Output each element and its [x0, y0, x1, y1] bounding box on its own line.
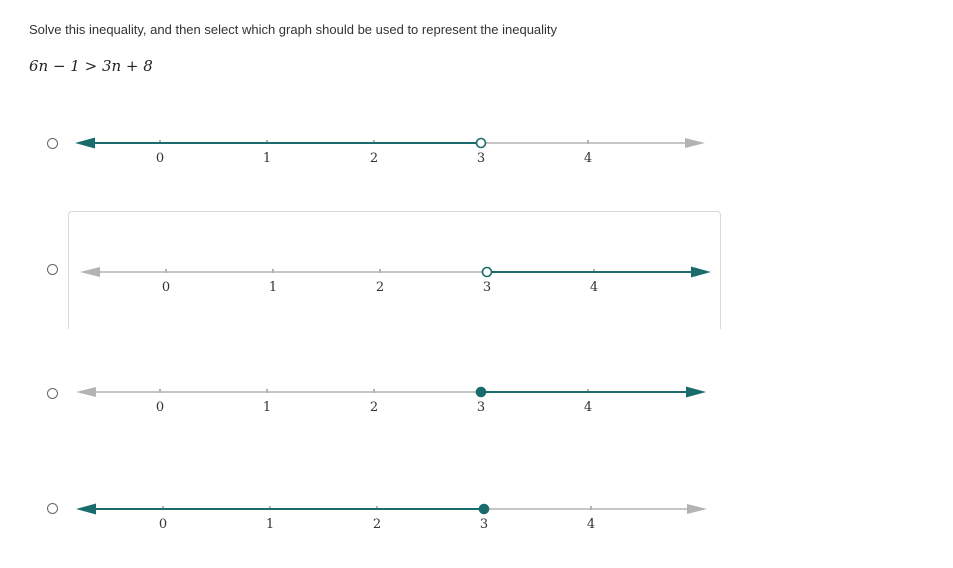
radio-button-c[interactable] [47, 388, 58, 399]
radio-button-b[interactable] [47, 264, 58, 275]
left-arrow-icon [76, 387, 96, 397]
right-arrow-icon [687, 504, 707, 514]
tick-label: 2 [376, 280, 384, 295]
tick-label: 4 [584, 151, 592, 166]
tick-label: 0 [156, 400, 164, 415]
number-line-d: 0 1 2 3 4 [76, 503, 707, 532]
answer-option-c[interactable]: 0 1 2 3 4 [0, 362, 953, 422]
open-circle-endpoint [475, 137, 487, 149]
answer-option-b[interactable]: 0 1 2 3 4 [0, 242, 953, 302]
tick-label: 3 [477, 151, 485, 166]
option-focus-frame [68, 211, 721, 329]
tick-label: 1 [263, 400, 271, 415]
answer-option-d[interactable]: 0 1 2 3 4 [0, 479, 953, 539]
tick-label: 2 [370, 151, 378, 166]
tick-label: 3 [483, 280, 491, 295]
tick-label: 3 [480, 517, 488, 532]
inequality-equation: 6n − 1 > 3n + 8 [29, 57, 153, 75]
tick-label: 3 [477, 400, 485, 415]
number-line-b: 0 1 2 3 4 [80, 266, 711, 295]
radio-button-a[interactable] [47, 138, 58, 149]
open-circle-endpoint [481, 266, 493, 278]
tick-label: 1 [269, 280, 277, 295]
right-arrow-icon [691, 266, 711, 278]
tick-label: 1 [266, 517, 274, 532]
tick-label: 0 [162, 280, 170, 295]
number-line-c: 0 1 2 3 4 [76, 386, 706, 415]
question-prompt: Solve this inequality, and then select w… [29, 22, 558, 37]
answer-option-a[interactable]: 0 1 2 3 4 [0, 113, 953, 173]
tick-label: 4 [584, 400, 592, 415]
tick-label: 2 [370, 400, 378, 415]
right-arrow-icon [685, 138, 705, 148]
tick-label: 0 [159, 517, 167, 532]
left-arrow-icon [80, 267, 100, 277]
tick-label: 0 [156, 151, 164, 166]
left-arrow-icon [76, 503, 96, 515]
left-arrow-icon [75, 137, 95, 149]
right-arrow-icon [686, 386, 706, 398]
closed-circle-endpoint [475, 386, 487, 398]
tick-label: 1 [263, 151, 271, 166]
closed-circle-endpoint [478, 503, 490, 515]
tick-label: 2 [373, 517, 381, 532]
radio-button-d[interactable] [47, 503, 58, 514]
tick-label: 4 [587, 517, 595, 532]
tick-label: 4 [590, 280, 598, 295]
number-line-a: 0 1 2 3 4 [75, 137, 705, 166]
